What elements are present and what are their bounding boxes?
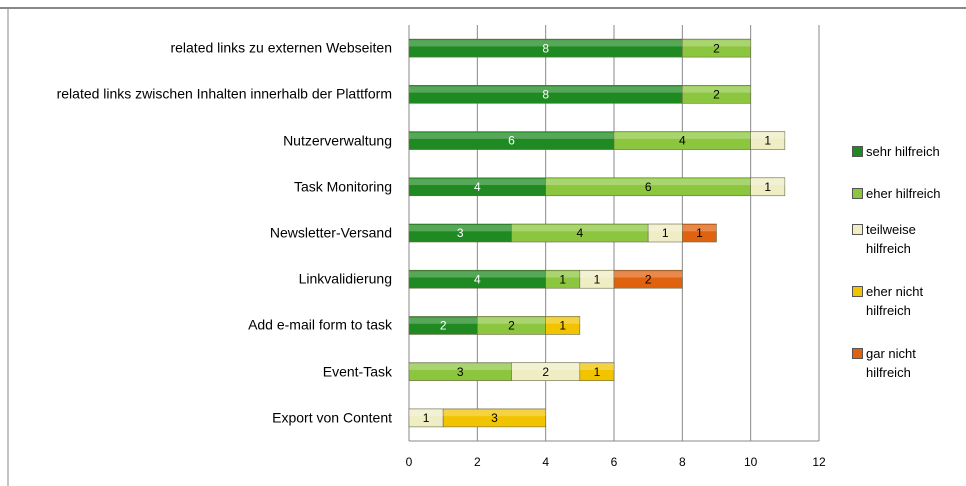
bar-segment [545,316,581,335]
legend-swatch [852,224,863,235]
legend-swatch [852,146,863,157]
bar-shine [614,271,683,278]
bar-shine [579,271,614,278]
y-tick-label: Nutzerverwaltung [283,132,392,149]
data-label: 3 [491,411,498,425]
legend-swatch [852,188,863,199]
data-label: 4 [576,226,583,240]
y-tick-label: related links zwischen Inhalten innerhal… [56,85,392,102]
legend-swatch [852,286,863,297]
x-tick-label: 4 [542,455,549,469]
bar-shine [648,225,683,232]
bar-segment [750,177,786,197]
x-tick-label: 2 [474,455,481,469]
bar-segment [682,223,717,243]
bar-shine [409,132,614,139]
data-label: 4 [679,134,686,148]
data-label: 1 [764,180,771,194]
bar-segment [613,269,683,289]
bar-shine [682,86,751,93]
data-label: 1 [662,226,669,240]
data-label: 2 [713,41,720,55]
bar-shine [409,178,546,186]
bar-shine [409,363,512,370]
data-label: 1 [696,226,703,240]
bar-shine [409,225,512,232]
data-label: 2 [713,88,720,102]
data-label: 1 [764,134,771,148]
legend-label: sehr hilfreich [852,142,946,161]
data-label: 1 [559,272,566,286]
bar-shine [409,271,546,278]
bar-shine [511,225,649,232]
bar-shine [545,271,580,278]
legend-label: teilweise hilfreich [852,220,946,258]
y-tick-label: Export von Content [272,409,392,426]
bar-shine [409,317,478,324]
bar-shine [682,225,717,232]
y-tick-label: Newsletter-Versand [269,224,392,241]
data-label: 8 [542,41,549,55]
data-label: 2 [645,272,652,286]
x-tick-label: 10 [744,455,758,469]
bar-shine [545,317,580,324]
bar-segment [682,38,751,58]
legend-label: gar nicht hilfreich [852,344,946,382]
bar-segment [442,408,546,428]
bar-shine [477,317,546,324]
data-label: 4 [474,180,481,194]
bar-segment [579,362,615,381]
data-label: 6 [508,134,515,148]
y-tick-label: Event-Task [322,363,392,380]
legend-label: eher nicht hilfreich [852,282,946,320]
data-label: 2 [440,319,447,333]
bar-shine [409,86,683,93]
data-label: 1 [594,365,601,379]
data-label: 6 [645,180,652,194]
y-tick-label: related links zu externen Webseiten [170,39,392,56]
data-label: 2 [542,365,549,379]
data-label: 2 [508,319,515,333]
data-label: 1 [594,272,601,286]
data-label: 3 [457,226,464,240]
bar-segment [750,131,786,150]
bar-shine [545,178,751,186]
bar-shine [579,363,614,370]
data-label: 1 [423,411,430,425]
x-tick-label: 8 [679,455,686,469]
y-tick-label: Linkvalidierung [298,270,392,287]
bar-shine [614,132,751,139]
bar-shine [750,132,785,139]
data-label: 8 [542,88,549,102]
bar-segment [682,85,751,104]
data-label: 1 [559,319,566,333]
bar-shine [409,40,683,47]
bar-shine [511,363,580,370]
bar-shine [750,178,785,186]
bar-shine [682,40,751,47]
bar-shine [443,409,546,417]
x-tick-label: 0 [406,455,413,469]
data-label: 3 [457,365,464,379]
legend-label: eher hilfreich [852,184,946,203]
legend-swatch [852,348,863,359]
x-tick-label: 6 [611,455,618,469]
y-tick-label: Task Monitoring [293,178,392,195]
y-tick-label: Add e-mail form to task [248,316,392,333]
bar-shine [409,409,444,417]
data-label: 4 [474,272,481,286]
x-tick-label: 12 [812,455,826,469]
